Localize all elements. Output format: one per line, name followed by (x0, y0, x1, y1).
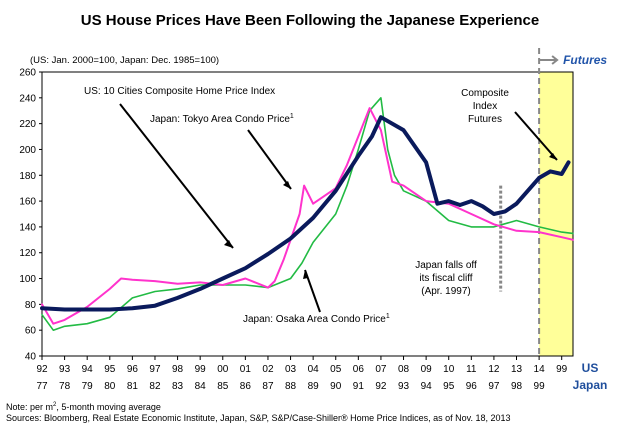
x-tick-label-us: 98 (172, 364, 184, 375)
note-line: Note: per m2, 5-month moving average (6, 402, 161, 412)
x-tick-label-japan: 94 (421, 381, 433, 392)
cliff-label-line2: its fiscal cliff (419, 273, 472, 284)
plot-frame (41, 71, 574, 357)
x-tick-label-japan: 95 (443, 381, 455, 392)
x-tick-label-japan: 81 (127, 381, 139, 392)
x-tick-label-japan: 79 (82, 381, 94, 392)
y-tick-label: 220 (19, 119, 36, 130)
cliff-label-line3: (Apr. 1997) (421, 286, 470, 297)
chart-notes: Note: per m2, 5-month moving average Sou… (6, 400, 511, 424)
x-tick-label-japan: 92 (375, 381, 387, 392)
arrowhead-icon (224, 240, 233, 248)
x-tick-label-us: 93 (59, 364, 71, 375)
y-tick-label: 60 (25, 326, 37, 337)
y-tick-label: 180 (19, 171, 36, 182)
x-tick-label-us: 04 (308, 364, 320, 375)
y-tick-label: 120 (19, 248, 36, 259)
x-tick-label-us: 05 (330, 364, 342, 375)
x-tick-label-japan: 97 (488, 381, 500, 392)
x-tick-label-us: 09 (421, 364, 433, 375)
x-tick-label-japan: 77 (36, 381, 48, 392)
x-tick-label-japan: 91 (353, 381, 365, 392)
y-tick-label: 200 (19, 145, 36, 156)
futures-label: Futures (563, 53, 607, 67)
x-tick-label-japan: 83 (172, 381, 184, 392)
x-tick-label-us: 14 (534, 364, 546, 375)
y-tick-label: 240 (19, 93, 36, 104)
arrowhead-icon (283, 181, 291, 189)
x-tick-label-japan: 89 (308, 381, 320, 392)
y-tick-label: 140 (19, 222, 36, 233)
x-tick-label-us: 97 (149, 364, 161, 375)
sources-line: Sources: Bloomberg, Real Estate Economic… (6, 413, 511, 423)
osaka-series-label: Japan: Osaka Area Condo Price1 (243, 313, 390, 325)
y-tick-label: 260 (19, 68, 36, 79)
x-tick-label-japan: 78 (59, 381, 71, 392)
x-tick-label-us: 13 (511, 364, 523, 375)
y-tick-label: 80 (25, 300, 37, 311)
x-tick-label-japan: 84 (195, 381, 207, 392)
futures-band (539, 72, 573, 356)
x-tick-label-japan: 82 (149, 381, 161, 392)
x-axis: 92 93 94 95 96 97 98 99 00 01 02 03 04 05 06 07 08 09 10 11… (36, 356, 568, 392)
us-composite-line (40, 115, 571, 312)
x-tick-label-us: 95 (104, 364, 116, 375)
x-tick-label-us: 07 (375, 364, 387, 375)
x-tick-label-us: 94 (82, 364, 94, 375)
us-label-arrow (119, 103, 234, 249)
index-note: (US: Jan. 2000=100, Japan: Dec. 1985=100… (30, 55, 219, 66)
x-tick-label-japan: 93 (398, 381, 410, 392)
series-layer (40, 97, 574, 331)
x-tick-label-japan: 98 (511, 381, 523, 392)
x-tick-label-japan: 99 (534, 381, 546, 392)
x-tick-label-japan: 96 (466, 381, 478, 392)
x-tick-label-japan: 88 (285, 381, 297, 392)
x-tick-label-japan: 87 (262, 381, 274, 392)
x-tick-label-us: 00 (217, 364, 229, 375)
futures-arrow-icon (539, 55, 559, 65)
x-tick-label-us: 01 (240, 364, 252, 375)
composite-label-line3: Futures (468, 114, 502, 125)
x-tick-label-us: 11 (466, 364, 477, 375)
x-tick-label-us: 10 (443, 364, 455, 375)
composite-label-arrow (514, 111, 558, 161)
arrowhead-icon (303, 270, 308, 279)
composite-label-line1: Composite (461, 88, 509, 99)
x-tick-label-us: 92 (36, 364, 48, 375)
us-axis-label: US (582, 361, 599, 375)
x-tick-label-us: 99 (195, 364, 207, 375)
osaka-condo-line (41, 97, 574, 331)
y-axis: 40 60 80 100 120 140 160 180 200 220 240 260 (19, 68, 42, 363)
composite-label-line2: Index (473, 101, 497, 112)
x-tick-label-us: 96 (127, 364, 139, 375)
x-tick-label-us: 06 (353, 364, 365, 375)
chart: US House Prices Have Been Following the … (19, 12, 608, 392)
x-tick-label-us: 99 (556, 364, 568, 375)
tokyo-label-arrow (247, 129, 292, 190)
tokyo-series-label: Japan: Tokyo Area Condo Price1 (150, 113, 294, 125)
y-tick-label: 40 (25, 352, 37, 363)
cliff-label-line1: Japan falls off (415, 260, 477, 271)
x-tick-label-japan: 90 (330, 381, 342, 392)
chart-title: US House Prices Have Been Following the … (81, 12, 540, 29)
y-tick-label: 160 (19, 197, 36, 208)
arrowhead-icon (549, 153, 557, 160)
tokyo-condo-line (41, 107, 574, 325)
x-tick-label-us: 02 (262, 364, 274, 375)
x-tick-label-us: 03 (285, 364, 297, 375)
us-series-label: US: 10 Cities Composite Home Price Index (84, 86, 275, 97)
x-tick-label-japan: 86 (240, 381, 252, 392)
x-tick-label-us: 12 (488, 364, 500, 375)
x-tick-label-japan: 85 (217, 381, 229, 392)
x-tick-label-japan: 80 (104, 381, 116, 392)
y-tick-label: 100 (19, 274, 36, 285)
x-tick-label-us: 08 (398, 364, 410, 375)
japan-axis-label: Japan (573, 378, 608, 392)
